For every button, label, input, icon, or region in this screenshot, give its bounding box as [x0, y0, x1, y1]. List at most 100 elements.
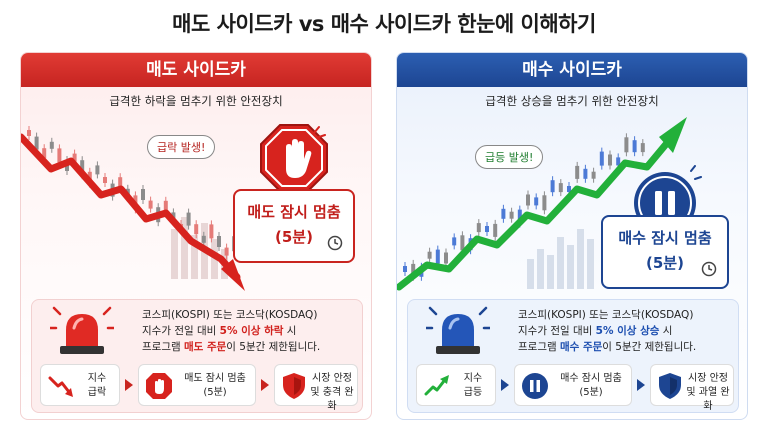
candle-body	[509, 211, 514, 219]
candle-body	[591, 171, 596, 179]
candle-body	[567, 186, 571, 192]
step-arrow-icon	[501, 379, 509, 391]
candle-body	[534, 197, 539, 206]
candle-body	[493, 223, 498, 237]
sell-info-line2: 지수가 전일 대비 5% 이상 하락 시	[142, 325, 297, 337]
shield-icon	[659, 373, 681, 399]
candle-body	[103, 177, 107, 183]
sell-halt-status: 매도 잠시 멈춤 (5분)	[233, 189, 355, 263]
candle-body	[485, 226, 489, 232]
candle-body	[224, 247, 229, 256]
sell-threshold-highlight: 5% 이상 하락	[219, 325, 284, 337]
stop-hand-icon	[146, 373, 172, 399]
candle-body	[435, 249, 440, 264]
sell-step-halt: 매도 잠시 멈춤 (5분)	[138, 364, 256, 406]
sell-order-highlight: 매도 주문	[183, 341, 227, 353]
sell-info-line3: 프로그램 매도 주문이 5분간 제한됩니다.	[142, 341, 321, 353]
buy-step2-text: 매수 잠시 멈춤 (5분)	[560, 373, 622, 398]
candle-body	[49, 141, 54, 149]
step-arrow-icon	[261, 379, 269, 391]
candle-body	[526, 194, 530, 206]
candle-body	[42, 148, 47, 159]
sell-info-text: 코스피(KOSPI) 또는 코스닥(KOSDAQ) 지수가 전일 대비 5% 이…	[142, 307, 320, 355]
candle-body	[583, 168, 588, 179]
falling-chart-illustration	[21, 126, 245, 291]
candle-body	[460, 235, 465, 251]
buy-info-line2: 지수가 전일 대비 5% 이상 상승 시	[518, 325, 673, 337]
buy-halt-status: 매수 잠시 멈춤 (5분)	[601, 215, 729, 289]
candle-body	[542, 195, 547, 211]
buy-threshold-highlight: 5% 이상 상승	[595, 325, 660, 337]
step-arrow-icon	[637, 379, 645, 391]
candle-body	[148, 200, 153, 209]
buy-process-steps: 지수 급등 매수 잠시 멈춤 (5분) 시장 안	[416, 364, 734, 412]
candle-body	[95, 165, 100, 175]
buy-info-text: 코스피(KOSPI) 또는 코스닥(KOSDAQ) 지수가 전일 대비 5% 이…	[518, 307, 696, 355]
sell-alert-bubble: 급락 발생!	[147, 135, 216, 159]
candle-body	[57, 148, 62, 163]
siren-icon	[426, 306, 490, 354]
candle-body	[558, 183, 563, 193]
buy-banner: 매수 사이드카	[397, 53, 747, 87]
page-title: 매도 사이드카 vs 매수 사이드카 한눈에 이해하기	[172, 12, 596, 36]
candle-body	[194, 224, 199, 235]
candle-body	[34, 136, 39, 150]
candle-body	[624, 137, 629, 153]
sell-step-index-drop: 지수 급락	[40, 364, 120, 406]
sell-halt-label: 매도 잠시 멈춤	[247, 203, 341, 221]
sell-step1-text: 지수 급락	[87, 373, 107, 398]
sell-step2-text: 매도 잠시 멈춤 (5분)	[184, 373, 246, 398]
buy-step1-text: 지수 급등	[463, 373, 483, 398]
candle-body	[640, 143, 645, 153]
candle-body	[186, 212, 191, 226]
candle-body	[403, 266, 407, 272]
sell-step3-text: 시장 안정 및 충격 완화	[310, 373, 354, 412]
candle-body	[599, 151, 604, 166]
buy-step-index-rise: 지수 급등	[416, 364, 496, 406]
step-arrow-icon	[125, 379, 133, 391]
falling-arrow-icon	[48, 376, 73, 397]
candle-body	[141, 189, 145, 200]
shield-icon	[283, 373, 305, 399]
buy-order-highlight: 매수 주문	[559, 341, 603, 353]
candle-body	[118, 177, 123, 188]
buy-info-line1: 코스피(KOSPI) 또는 코스닥(KOSDAQ)	[518, 309, 694, 321]
pause-icon	[522, 373, 548, 399]
rising-chart-illustration	[397, 117, 687, 291]
sell-process-steps: 지수 급락 매도 잠시 멈춤 (5분) 시장 안	[40, 364, 358, 412]
candle-body	[550, 180, 555, 193]
buy-info-line3: 프로그램 매수 주문이 5분간 제한됩니다.	[518, 341, 697, 353]
buy-info-box: 코스피(KOSPI) 또는 코스닥(KOSDAQ) 지수가 전일 대비 5% 이…	[407, 299, 739, 413]
buy-step-stabilize: 시장 안정 및 과열 완화	[650, 364, 734, 412]
candle-body	[72, 153, 77, 162]
candle-body	[501, 208, 506, 219]
candle-body	[452, 237, 457, 246]
buy-halt-duration: (5분)	[646, 254, 684, 272]
candle-body	[476, 223, 481, 233]
sell-banner: 매도 사이드카	[21, 53, 371, 87]
sell-subtitle: 급격한 하락을 멈추기 위한 안전장치	[109, 94, 283, 108]
candle-body	[575, 165, 580, 179]
sell-step-stabilize: 시장 안정 및 충격 완화	[274, 364, 358, 412]
clock-icon	[327, 235, 343, 251]
candle-body	[616, 157, 621, 166]
candle-body	[201, 235, 206, 243]
candle-body	[608, 154, 612, 166]
buy-sidecar-panel: 매수 사이드카 급격한 상승을 멈추기 위한 안전장치 급등 발생! 매수 잠시…	[396, 52, 748, 420]
buy-subtitle: 급격한 상승을 멈추기 위한 안전장치	[485, 94, 659, 108]
buy-alert-bubble: 급등 발생!	[475, 145, 544, 169]
buy-step3-text: 시장 안정 및 과열 완화	[686, 373, 730, 412]
sell-info-line1: 코스피(KOSPI) 또는 코스닥(KOSDAQ)	[142, 309, 318, 321]
stop-hand-icon	[260, 124, 328, 192]
candle-body	[632, 140, 637, 153]
candle-body	[27, 130, 31, 136]
candle-body	[217, 236, 221, 247]
rising-arrow-icon	[424, 375, 449, 396]
candle-body	[80, 160, 85, 176]
candle-body	[411, 263, 416, 277]
candle-body	[444, 252, 448, 264]
candle-body	[517, 209, 522, 224]
sell-info-box: 코스피(KOSPI) 또는 코스닥(KOSDAQ) 지수가 전일 대비 5% 이…	[31, 299, 363, 413]
candle-body	[209, 224, 214, 239]
siren-icon	[50, 306, 114, 354]
